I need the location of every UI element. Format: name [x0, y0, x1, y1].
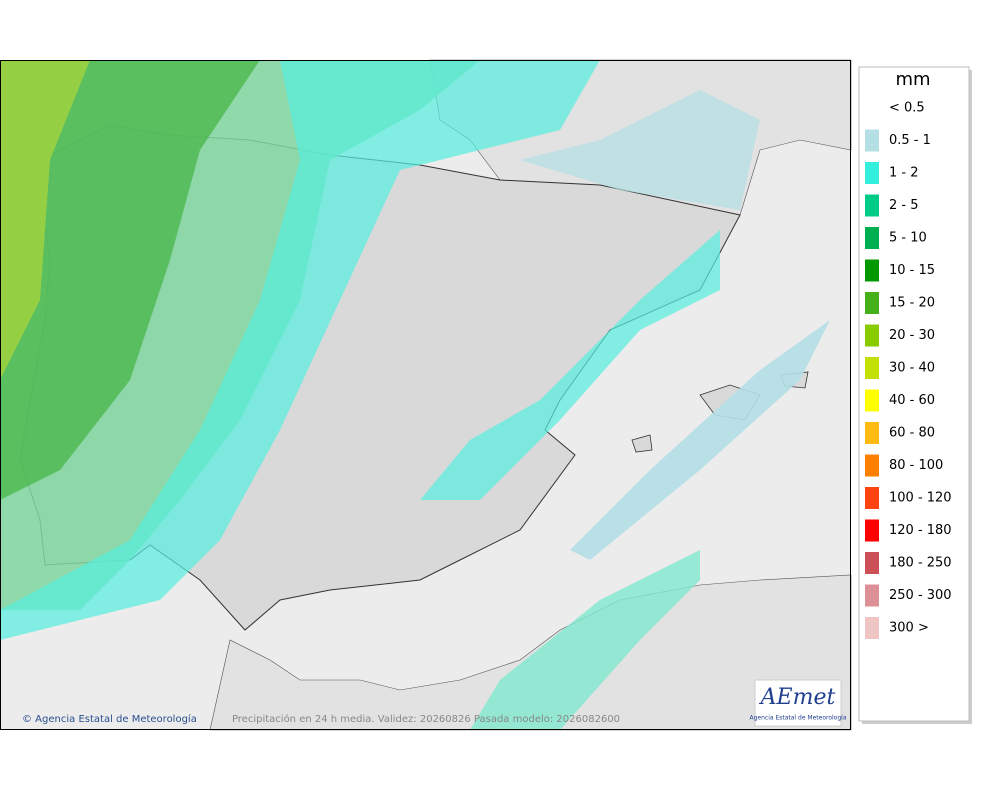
logo: AEmet Agencia Estatal de Meteorología — [750, 679, 847, 727]
precip-area — [470, 550, 700, 730]
legend-label: 40 - 60 — [889, 393, 935, 408]
legend-label: 180 - 250 — [889, 556, 952, 571]
legend-label: 15 - 20 — [889, 296, 935, 311]
precip-area — [520, 90, 760, 210]
logo-subtitle: Agencia Estatal de Meteorología — [750, 715, 847, 722]
credit: © Agencia Estatal de Meteorología — [22, 713, 197, 725]
legend-swatch — [865, 129, 879, 152]
map — [0, 59, 852, 731]
legend-swatch — [865, 519, 879, 542]
precip-area — [420, 230, 720, 500]
precip-area — [0, 60, 260, 500]
map-frame — [0, 60, 851, 730]
legend-label: 5 - 10 — [889, 231, 927, 246]
legend-label: 100 - 120 — [889, 491, 952, 506]
legend-swatch — [865, 324, 879, 347]
legend-label: 1 - 2 — [889, 166, 919, 181]
legend-swatch — [865, 617, 879, 639]
legend-swatch — [865, 584, 879, 607]
legend-label: < 0.5 — [889, 101, 925, 116]
legend-label: 20 - 30 — [889, 328, 935, 343]
legend-swatch — [865, 389, 879, 412]
legend-swatch — [865, 259, 879, 282]
legend-label: 30 - 40 — [889, 361, 935, 376]
legend-swatch — [865, 487, 879, 509]
legend-label: 0.5 - 1 — [889, 133, 931, 148]
ibiza — [631, 434, 653, 453]
legend-label: 10 - 15 — [889, 263, 935, 278]
legend: mm < 0.5 0.5 - 1 1 - 2 2 - 5 5 - 10 10 - 15 15… — [858, 66, 972, 724]
legend-swatch — [865, 162, 879, 184]
legend-swatch — [865, 357, 879, 379]
logo-name: AEmet — [759, 685, 836, 710]
legend-label: 120 - 180 — [889, 523, 952, 538]
legend-unit: mm — [895, 69, 930, 90]
legend-swatch — [865, 194, 879, 217]
legend-swatch — [865, 227, 879, 249]
legend-swatch — [865, 422, 879, 444]
legend-label: 2 - 5 — [889, 198, 919, 213]
legend-label: 250 - 300 — [889, 588, 952, 603]
precip-area — [0, 60, 600, 640]
legend-label: 300 > — [889, 621, 929, 636]
legend-swatch — [865, 97, 879, 119]
precip-area — [570, 320, 830, 560]
caption: Precipitación en 24 h media. Validez: 20… — [232, 713, 620, 725]
legend-label: 80 - 100 — [889, 458, 943, 473]
africa — [209, 574, 852, 731]
legend-swatch — [865, 292, 879, 314]
logo-box — [754, 679, 842, 727]
legend-swatch — [865, 552, 879, 574]
precip-area — [0, 60, 90, 380]
legend-swatch — [865, 454, 879, 477]
legend-label: 60 - 80 — [889, 426, 935, 441]
